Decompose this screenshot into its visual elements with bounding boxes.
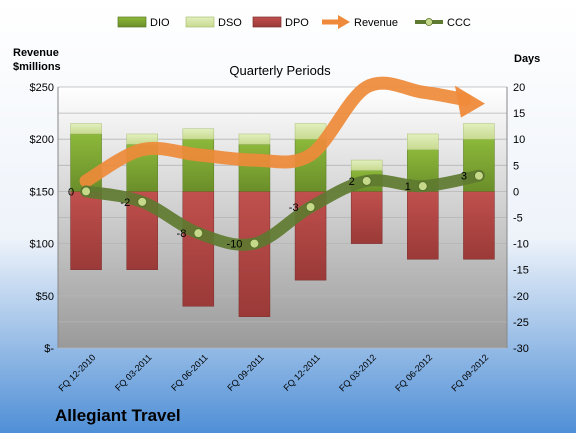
legend-swatch-dpo bbox=[252, 16, 282, 28]
dso-bar bbox=[407, 133, 439, 150]
left-tick-label: $200 bbox=[30, 134, 54, 146]
ccc-point bbox=[193, 228, 204, 239]
ccc-data-label: 2 bbox=[349, 176, 355, 188]
ccc-point bbox=[417, 181, 428, 192]
ccc-point bbox=[137, 196, 148, 207]
dpo-bar bbox=[407, 191, 439, 260]
right-tick-label: 0 bbox=[513, 186, 519, 198]
legend-marker-ccc bbox=[425, 18, 433, 26]
dso-bar bbox=[463, 123, 495, 140]
revenue-line bbox=[79, 76, 472, 188]
left-tick-label: $100 bbox=[30, 239, 54, 251]
ccc-point bbox=[361, 175, 372, 186]
legend-swatch-dio bbox=[117, 16, 147, 28]
ccc-point bbox=[81, 186, 92, 197]
ccc-point bbox=[249, 238, 260, 249]
dpo-bar bbox=[463, 191, 495, 260]
legend: DIO DSO DPO Revenue CCC bbox=[117, 15, 471, 29]
ccc-data-label: 0 bbox=[68, 186, 74, 198]
company-name: Allegiant Travel bbox=[55, 406, 181, 425]
right-tick-label: 20 bbox=[513, 82, 525, 94]
right-tick-label: 10 bbox=[513, 134, 525, 146]
dso-bar bbox=[238, 133, 271, 145]
ccc-data-label: 1 bbox=[405, 181, 411, 193]
lines-layer bbox=[79, 76, 485, 251]
left-tick-label: $250 bbox=[30, 82, 54, 94]
legend-label-dio: DIO bbox=[150, 17, 170, 29]
left-tick-label: $50 bbox=[36, 291, 54, 303]
legend-swatch-dso bbox=[185, 16, 215, 28]
legend-label-dso: DSO bbox=[218, 17, 242, 29]
ccc-data-label: -3 bbox=[289, 202, 299, 214]
legend-label-revenue: Revenue bbox=[354, 17, 398, 29]
dpo-bar bbox=[350, 191, 383, 244]
right-tick-label: -10 bbox=[513, 239, 529, 251]
left-tick-label: $150 bbox=[30, 186, 54, 198]
legend-arrowhead bbox=[338, 15, 350, 29]
chart-title: Quarterly Periods bbox=[229, 63, 331, 78]
left-axis-label-line2: $millions bbox=[13, 61, 61, 73]
dso-bar bbox=[350, 159, 383, 171]
right-tick-label: -15 bbox=[513, 265, 529, 277]
ccc-line bbox=[80, 169, 485, 251]
ccc-data-label: -8 bbox=[177, 228, 187, 240]
ccc-point bbox=[473, 170, 484, 181]
right-tick-label: 15 bbox=[513, 108, 525, 120]
ccc-data-label: -10 bbox=[227, 239, 243, 251]
dso-bar bbox=[182, 128, 215, 140]
ccc-data-label: -2 bbox=[120, 197, 130, 209]
ccc-point bbox=[305, 202, 316, 213]
dpo-bar bbox=[70, 191, 102, 270]
right-tick-label: 5 bbox=[513, 160, 519, 172]
dpo-bar bbox=[238, 191, 271, 317]
ccc-data-label: 3 bbox=[461, 171, 467, 183]
right-axis-label: Days bbox=[514, 53, 540, 65]
left-tick-label: $- bbox=[44, 343, 54, 355]
legend-label-ccc: CCC bbox=[447, 17, 471, 29]
legend-label-dpo: DPO bbox=[285, 17, 309, 29]
dio-bar bbox=[238, 144, 271, 192]
right-tick-label: -30 bbox=[513, 343, 529, 355]
right-tick-label: -20 bbox=[513, 291, 529, 303]
dpo-bar bbox=[182, 191, 215, 307]
revenue-arrowhead bbox=[454, 85, 485, 118]
right-tick-label: -5 bbox=[513, 213, 523, 225]
dso-bar bbox=[70, 123, 102, 135]
left-axis-label-line1: Revenue bbox=[13, 47, 59, 59]
right-tick-label: -25 bbox=[513, 317, 529, 329]
